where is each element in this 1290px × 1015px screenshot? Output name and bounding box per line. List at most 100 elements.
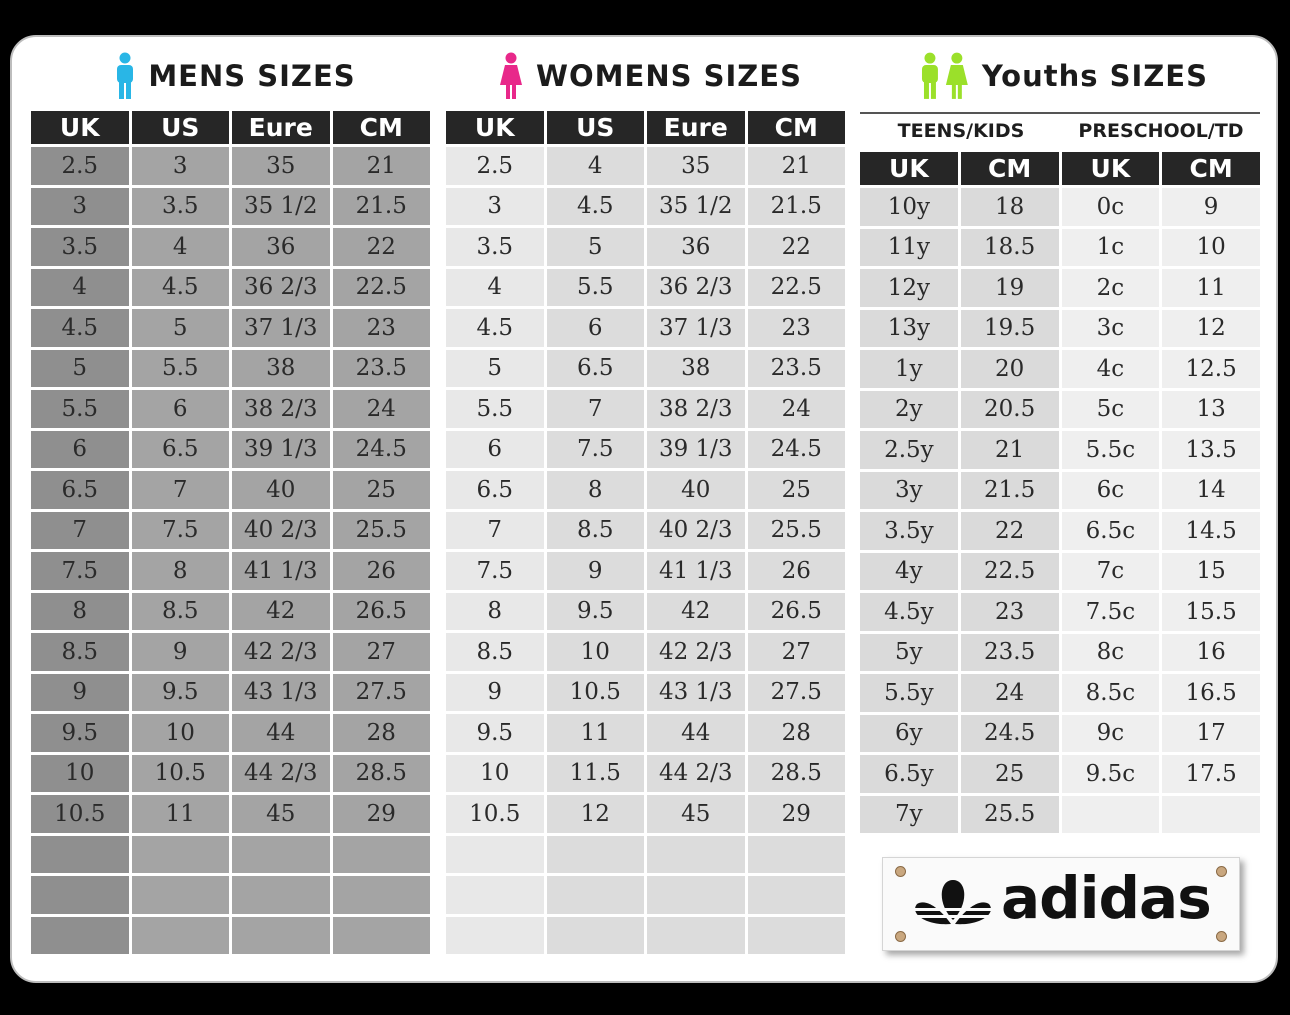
womens-size-cell: 5: [446, 349, 544, 387]
mens-size-cell: 4: [131, 228, 229, 266]
youths-size-row: 13y 19.5 3c 12: [860, 309, 1260, 347]
mens-size-cell: 6: [131, 390, 229, 428]
womens-size-cell: 36 2/3: [647, 268, 745, 306]
mens-size-cell: 27.5: [332, 673, 430, 711]
preschool-header-uk: UK: [1061, 152, 1160, 185]
youths-size-row: 6y 24.5 9c 17: [860, 714, 1260, 752]
mens-size-cell: [232, 876, 330, 914]
womens-size-cell: 22: [747, 228, 845, 266]
teens-kids-label: TEENS/KIDS: [897, 120, 1025, 142]
womens-size-cell: [647, 835, 745, 873]
preschool-header-cm: CM: [1162, 152, 1260, 185]
womens-size-cell: 6.5: [446, 471, 544, 509]
youths-size-cell: 17: [1162, 714, 1260, 752]
womens-size-row: 8 9.5 42 26.5: [446, 592, 845, 630]
womens-size-cell: 45: [647, 795, 745, 833]
mens-size-cell: 6.5: [31, 471, 129, 509]
youths-size-cell: 18.5: [960, 228, 1059, 266]
mens-size-cell: [332, 876, 430, 914]
woman-icon: [500, 52, 523, 99]
youths-size-cell: 6y: [860, 714, 958, 752]
youths-size-row: 6.5y 25 9.5c 17.5: [860, 755, 1260, 793]
youths-size-cell: 20.5: [960, 390, 1059, 428]
womens-size-cell: 24: [747, 390, 845, 428]
mens-size-cell: 10.5: [31, 795, 129, 833]
youths-size-cell: 2.5y: [860, 431, 958, 469]
mens-size-cell: 7.5: [131, 511, 229, 549]
youths-size-cell: 12y: [860, 269, 958, 307]
youths-size-row: 1y 20 4c 12.5: [860, 350, 1260, 388]
womens-size-cell: [446, 876, 544, 914]
mens-size-cell: 44 2/3: [232, 754, 330, 792]
mens-size-cell: 6.5: [131, 430, 229, 468]
mens-size-cell: 8.5: [131, 592, 229, 630]
mens-size-cell: 28: [332, 714, 430, 752]
womens-size-cell: 28: [747, 714, 845, 752]
mens-size-cell: 8: [31, 592, 129, 630]
womens-size-cell: 8.5: [446, 633, 544, 671]
youths-size-cell: 22.5: [960, 552, 1059, 590]
mens-size-cell: [31, 916, 129, 954]
youths-title: Youths SIZES: [981, 59, 1208, 93]
mens-size-cell: 5.5: [131, 349, 229, 387]
womens-size-cell: [446, 916, 544, 954]
womens-size-cell: 3: [446, 187, 544, 225]
mens-size-cell: 23.5: [332, 349, 430, 387]
youths-size-cell: 25.5: [960, 795, 1059, 833]
youths-size-row: 12y 19 2c 11: [860, 269, 1260, 307]
mens-size-cell: 40 2/3: [232, 511, 330, 549]
youths-size-cell: [1162, 795, 1260, 833]
mens-size-cell: [232, 916, 330, 954]
womens-size-cell: 44: [647, 714, 745, 752]
mens-size-row: 9.5 10 44 28: [31, 714, 430, 752]
mens-size-table: UK US Eure CM 2.5 3 35 21 3 3.5 35 1/2 21.5 3.5 4…: [28, 108, 433, 957]
womens-size-cell: 23: [747, 309, 845, 347]
mens-size-cell: 7.5: [31, 552, 129, 590]
mens-size-cell: 24: [332, 390, 430, 428]
womens-size-cell: 4.5: [446, 309, 544, 347]
womens-size-cell: 10.5: [446, 795, 544, 833]
mens-size-cell: 37 1/3: [232, 309, 330, 347]
womens-size-cell: 37 1/3: [647, 309, 745, 347]
youths-size-cell: 3y: [860, 471, 958, 509]
youths-size-row: 11y 18.5 1c 10: [860, 228, 1260, 266]
youths-size-cell: 7.5c: [1061, 593, 1160, 631]
mens-size-cell: 8.5: [31, 633, 129, 671]
mens-size-cell: 42: [232, 592, 330, 630]
youths-size-cell: 16.5: [1162, 674, 1260, 712]
womens-size-cell: 2.5: [446, 147, 544, 185]
youths-size-cell: 11: [1162, 269, 1260, 307]
youths-size-cell: 23.5: [960, 633, 1059, 671]
womens-size-cell: 39 1/3: [647, 430, 745, 468]
mens-size-cell: 25: [332, 471, 430, 509]
youths-size-row: 2y 20.5 5c 13: [860, 390, 1260, 428]
womens-size-cell: 35: [647, 147, 745, 185]
mens-size-row: 10 10.5 44 2/3 28.5: [31, 754, 430, 792]
youths-size-cell: 25: [960, 755, 1059, 793]
womens-size-cell: 21: [747, 147, 845, 185]
womens-size-cell: 7: [546, 390, 644, 428]
youths-size-cell: 13.5: [1162, 431, 1260, 469]
womens-size-cell: 26: [747, 552, 845, 590]
womens-size-cell: [647, 916, 745, 954]
mens-size-cell: 36: [232, 228, 330, 266]
womens-size-cell: 4: [446, 268, 544, 306]
womens-size-cell: 5: [546, 228, 644, 266]
womens-header-cm: CM: [747, 111, 845, 144]
womens-size-row: 9 10.5 43 1/3 27.5: [446, 673, 845, 711]
mens-size-cell: 27: [332, 633, 430, 671]
womens-size-cell: 8: [546, 471, 644, 509]
youths-size-cell: 0c: [1061, 188, 1160, 226]
youths-size-cell: 15.5: [1162, 593, 1260, 631]
mens-header-eure: Eure: [232, 111, 330, 144]
youths-size-cell: 13: [1162, 390, 1260, 428]
screw-icon: [1216, 866, 1227, 877]
teens-header-cm: CM: [960, 152, 1059, 185]
womens-size-cell: 7: [446, 511, 544, 549]
womens-size-cell: [446, 835, 544, 873]
womens-size-cell: 44 2/3: [647, 754, 745, 792]
mens-size-cell: 11: [131, 795, 229, 833]
womens-size-cell: 22.5: [747, 268, 845, 306]
mens-size-row: 5 5.5 38 23.5: [31, 349, 430, 387]
womens-size-row: 7 8.5 40 2/3 25.5: [446, 511, 845, 549]
